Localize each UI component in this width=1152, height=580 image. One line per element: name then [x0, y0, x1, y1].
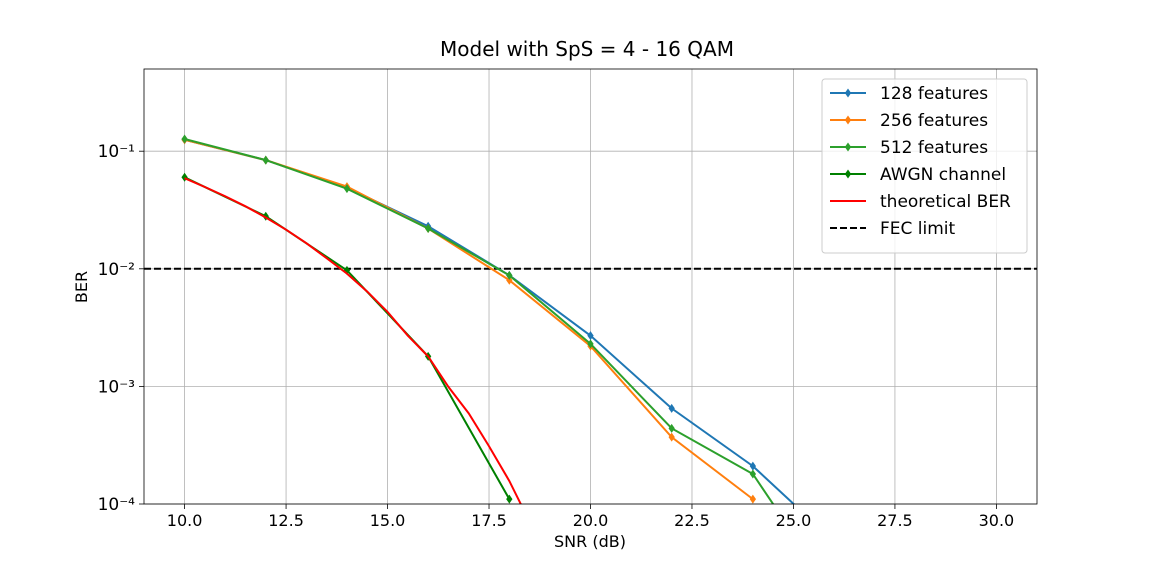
- data-point: [262, 155, 269, 165]
- x-tick-label: 22.5: [674, 511, 710, 530]
- data-point: [668, 423, 675, 433]
- series-line: [184, 177, 522, 504]
- x-tick-label: 30.0: [979, 511, 1015, 530]
- data-point: [749, 461, 757, 471]
- legend-marker: [844, 169, 852, 179]
- data-point: [749, 469, 757, 479]
- data-point: [343, 184, 351, 194]
- x-tick-label: 17.5: [471, 511, 507, 530]
- plot-frame: [143, 68, 1038, 505]
- data-point: [587, 339, 594, 349]
- y-axis-label: BER: [72, 271, 91, 303]
- series-line: [184, 176, 511, 500]
- data-point: [424, 224, 432, 234]
- x-tick-label: 15.0: [370, 511, 406, 530]
- data-point: [831, 537, 837, 546]
- legend-marker: [844, 88, 852, 98]
- y-tick-label: 10⁻²: [98, 260, 135, 280]
- data-point: [668, 403, 675, 413]
- x-tick-label: 27.5: [877, 511, 913, 530]
- legend-marker: [844, 142, 852, 152]
- legend-label: FEC limit: [880, 219, 956, 239]
- legend-label: theoretical BER: [880, 192, 1011, 212]
- chart-title: Model with SpS = 4 - 16 QAM: [440, 37, 734, 61]
- legend-marker: [844, 115, 852, 125]
- x-axis-label: SNR (dB): [554, 532, 626, 551]
- legend: 128 features 256 features 512 features AWGN…: [821, 78, 1028, 254]
- plot-area: [144, 134, 1037, 546]
- legend-label: 256 features: [880, 111, 988, 131]
- data-point: [587, 331, 594, 341]
- data-point: [506, 494, 513, 504]
- legend-box: [821, 78, 1028, 254]
- x-tick-label: 25.0: [776, 511, 812, 530]
- data-point: [181, 172, 188, 182]
- legend-label: 128 features: [880, 84, 988, 104]
- legend-label: AWGN channel: [880, 165, 1006, 185]
- data-point: [749, 494, 757, 504]
- y-tick-label: 10⁻¹: [98, 142, 135, 162]
- data-point: [668, 432, 675, 442]
- legend-label: 512 features: [880, 138, 988, 158]
- data-point: [181, 134, 188, 144]
- x-tick-label: 20.0: [573, 511, 609, 530]
- x-tick-label: 12.5: [268, 511, 304, 530]
- y-tick-label: 10⁻⁴: [98, 495, 136, 515]
- x-tick-label: 10.0: [167, 511, 203, 530]
- y-tick-label: 10⁻³: [98, 377, 135, 397]
- data-point: [506, 270, 513, 280]
- series-line: [184, 138, 754, 500]
